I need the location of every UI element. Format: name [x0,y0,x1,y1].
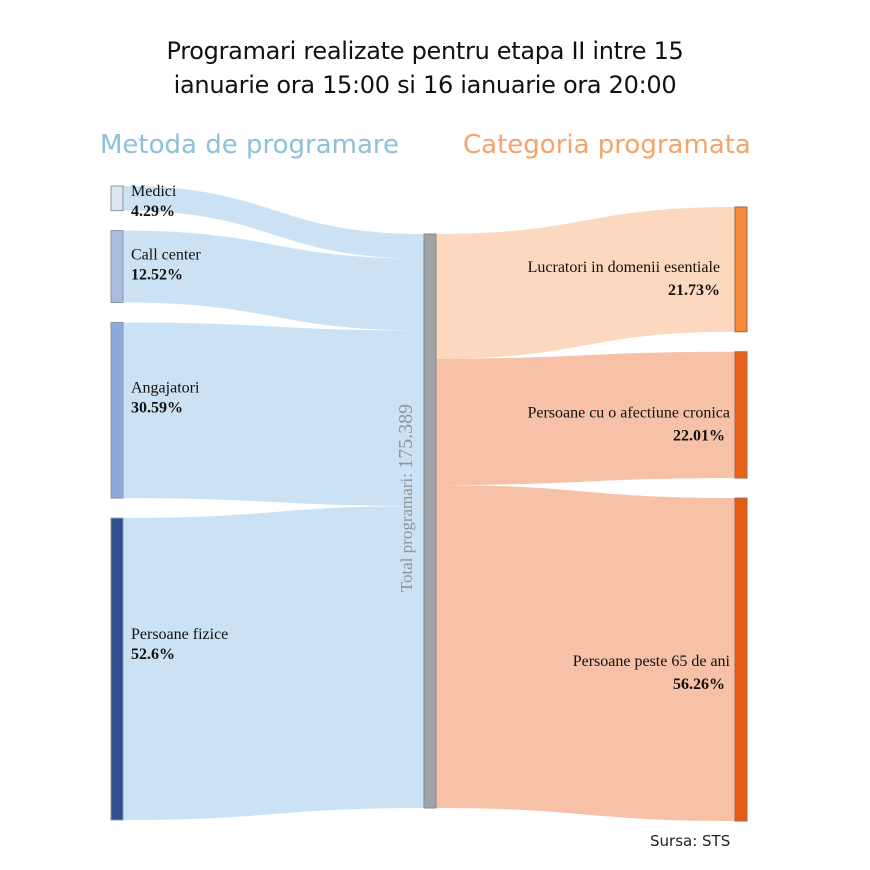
left-node-percent-1: 12.52% [131,266,183,283]
source-note: Sursa: STS [650,832,731,850]
center-node [423,233,437,809]
left-node-3 [110,517,124,821]
center-total-label: Total programari: 175.389 [395,404,417,592]
left-node-percent-0: 4.29% [131,203,175,220]
right-node-0 [734,206,748,333]
left-node-name-2: Angajatori [131,380,200,397]
right-node-name-1: Persoane cu o afectiune cronica [527,404,730,421]
right-node-percent-0: 21.73% [668,282,720,299]
flow-left-2 [123,322,424,507]
flow-right-1 [436,351,735,486]
left-node-percent-2: 30.59% [131,400,183,417]
right-node-2 [734,497,748,822]
right-node-name-0: Lucratori in domenii esentiale [528,259,720,276]
right-node-name-2: Persoane peste 65 de ani [573,653,731,670]
title-line-1: Programari realizate pentru etapa II int… [166,37,684,65]
flow-left-1 [123,230,424,331]
left-node-name-0: Medici [131,183,177,200]
right-node-percent-1: 22.01% [673,427,725,444]
flow-right-2 [436,485,735,821]
title-line-2: ianuarie ora 15:00 si 16 ianuarie ora 20… [173,71,677,99]
left-header: Metoda de programare [100,130,400,160]
right-node-1 [734,351,748,479]
flow-right-0 [436,207,735,359]
left-node-1 [110,230,124,303]
left-node-name-3: Persoane fizice [131,626,228,643]
right-header: Categoria programata [463,130,751,160]
flow-left-3 [123,506,424,820]
chart-title: Programari realizate pentru etapa II int… [0,34,850,102]
right-node-percent-2: 56.26% [673,676,725,693]
flow-left-0 [123,186,424,259]
left-node-percent-3: 52.6% [131,646,175,663]
left-node-name-1: Call center [131,246,201,263]
left-node-0 [110,185,124,212]
left-node-2 [110,321,124,499]
